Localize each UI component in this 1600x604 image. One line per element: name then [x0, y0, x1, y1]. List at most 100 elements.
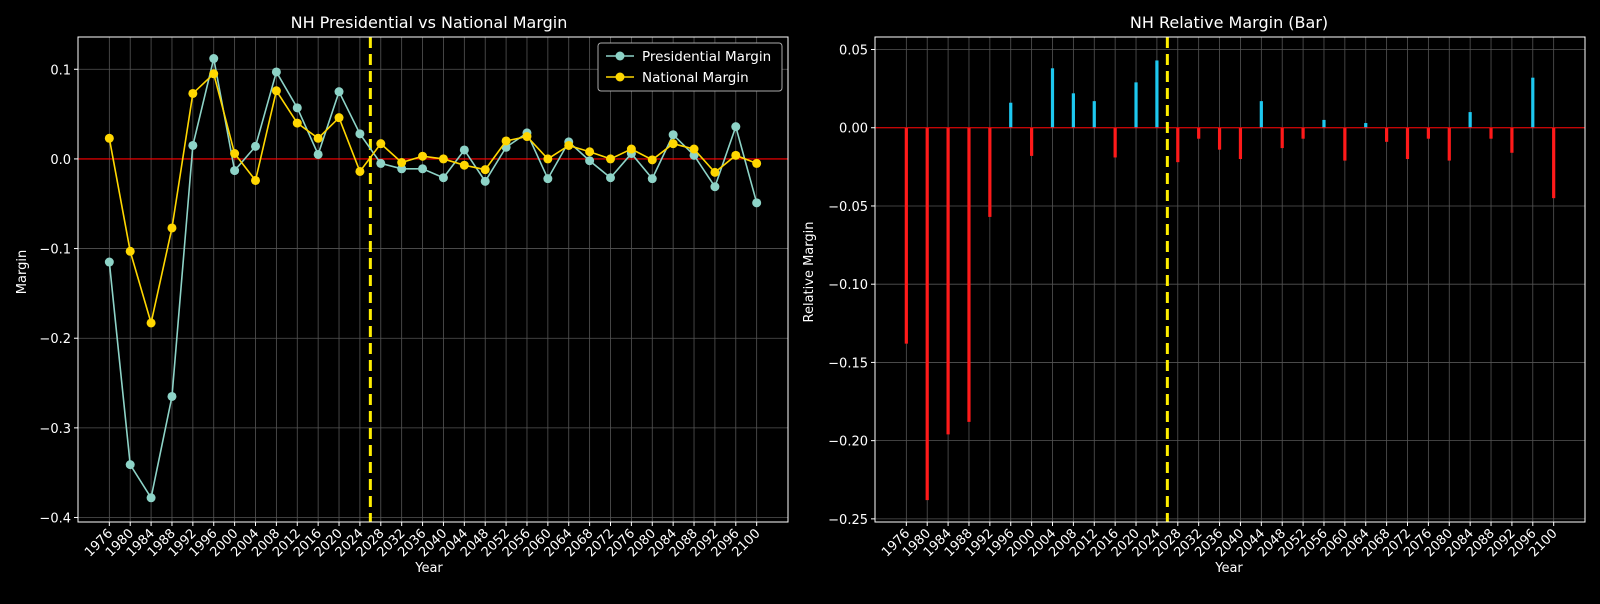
presidential-point: [606, 173, 615, 183]
line-chart-series: [104, 54, 762, 503]
presidential-point: [167, 391, 177, 401]
presidential-point: [585, 156, 595, 166]
national-point: [480, 165, 490, 175]
presidential-point: [376, 158, 386, 168]
line-chart-y-tick-label: 0.0: [50, 153, 71, 168]
relative-margin-bar: [1238, 127, 1243, 160]
presidential-point: [251, 141, 260, 151]
presidential-point: [209, 54, 219, 64]
national-point: [543, 154, 553, 164]
national-point: [418, 151, 428, 161]
relative-margin-bar: [1155, 60, 1159, 128]
relative-margin-bar: [1552, 127, 1556, 199]
national-point: [522, 132, 532, 142]
national-point: [501, 136, 511, 146]
relative-margin-bar: [925, 127, 929, 501]
national-point: [438, 154, 448, 164]
presidential-point: [230, 166, 240, 176]
national-point: [626, 144, 636, 154]
national-point: [230, 149, 240, 159]
presidential-point: [418, 164, 428, 174]
relative-margin-bar: [1426, 127, 1430, 139]
presidential-point: [731, 122, 741, 132]
relative-margin-bar: [946, 127, 950, 435]
bar-chart-y-tick-label: 0.05: [839, 44, 868, 59]
relative-margin-bar: [1447, 127, 1451, 161]
legend-box: [597, 42, 783, 92]
relative-margin-bar: [1405, 127, 1410, 160]
presidential-point: [752, 198, 762, 208]
line-chart-y-axis: −0.4 −0.3 −0.2 −0.1 0.0 0.1: [39, 63, 78, 527]
line-chart-frame: [77, 36, 789, 523]
national-point: [585, 147, 595, 157]
national-point: [355, 166, 365, 176]
presidential-point: [689, 150, 699, 160]
national-point: [313, 133, 323, 143]
bar-chart: −0.25−0.20−0.15−0.10−0.050.000.05 197619…: [802, 13, 1586, 576]
relative-margin-bar: [1343, 127, 1347, 161]
line-chart: −0.4 −0.3 −0.2 −0.1 0.0 0.1 19761980198419881…: [15, 13, 789, 576]
relative-margin-bar: [967, 127, 971, 422]
national-point: [334, 113, 344, 123]
legend: Presidential Margin National Margin: [597, 42, 783, 92]
line-chart-y-label: Margin: [15, 250, 30, 294]
line-chart-x-label: Year: [414, 561, 443, 576]
presidential-point: [668, 130, 678, 140]
presidential-point: [355, 129, 365, 139]
relative-margin-bar: [1301, 127, 1305, 139]
presidential-point: [146, 493, 156, 503]
national-point: [188, 88, 198, 98]
presidential-point: [647, 174, 657, 184]
presidential-point: [543, 174, 553, 184]
relative-margin-bar: [1280, 127, 1284, 149]
presidential-point: [397, 164, 407, 174]
line-chart-title: NH Presidential vs National Margin: [291, 13, 568, 32]
national-point: [125, 246, 135, 256]
presidential-point: [438, 173, 448, 183]
line-chart-y-tick-label: 0.1: [50, 63, 71, 78]
presidential-point: [334, 87, 344, 97]
presidential-point: [271, 67, 281, 77]
bar-chart-y-tick-label: −0.05: [828, 200, 868, 215]
relative-margin-bar: [1364, 123, 1368, 128]
national-point: [710, 167, 720, 177]
relative-margin-bar: [1510, 127, 1514, 153]
national-point: [731, 150, 741, 160]
relative-margin-bar: [1050, 68, 1055, 128]
national-point: [752, 158, 762, 168]
relative-margin-bar: [1322, 119, 1326, 128]
bar-chart-y-tick-label: −0.20: [828, 435, 868, 450]
line-chart-y-tick-label: −0.3: [39, 422, 71, 437]
national-point: [251, 175, 260, 185]
national-point: [209, 69, 219, 79]
relative-margin-bar: [1092, 101, 1096, 128]
line-chart-x-axis: 1976198019841988199219962000200420082012…: [82, 522, 764, 560]
line-chart-y-tick-label: −0.2: [39, 332, 71, 347]
presidential-margin-line: [108, 58, 758, 500]
line-chart-grid: [78, 37, 788, 522]
relative-margin-bar: [1385, 127, 1389, 142]
relative-margin-bar: [1197, 127, 1201, 139]
bar-chart-y-tick-label: −0.25: [828, 513, 868, 528]
line-chart-reference-lines: [78, 37, 788, 522]
national-point: [104, 133, 114, 143]
line-chart-y-tick-label: −0.4: [39, 512, 71, 527]
bar-chart-y-axis: −0.25 −0.20 −0.15 −0.10 −0.05 0.00 0.05: [828, 44, 875, 528]
presidential-point: [104, 257, 114, 267]
bar-chart-y-tick-label: −0.15: [828, 356, 868, 371]
national-point: [271, 86, 281, 96]
presidential-point: [480, 176, 490, 186]
bar-chart-reference-lines: [875, 37, 1585, 522]
relative-margin-bar: [904, 127, 908, 344]
relative-margin-bar: [1217, 127, 1222, 150]
relative-margin-bar: [1531, 77, 1535, 128]
presidential-point: [313, 149, 323, 159]
national-point: [292, 118, 302, 128]
bar-chart-x-label: Year: [1214, 561, 1243, 576]
legend-presidential-label: Presidential Margin: [642, 49, 771, 65]
bar-chart-bars: [904, 60, 1556, 501]
presidential-point: [125, 460, 135, 470]
legend-national-label: National Margin: [642, 70, 749, 86]
